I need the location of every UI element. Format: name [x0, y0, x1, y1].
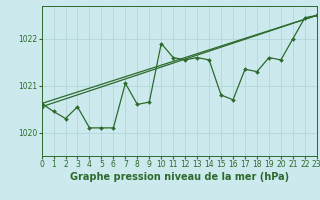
X-axis label: Graphe pression niveau de la mer (hPa): Graphe pression niveau de la mer (hPa)	[70, 172, 289, 182]
